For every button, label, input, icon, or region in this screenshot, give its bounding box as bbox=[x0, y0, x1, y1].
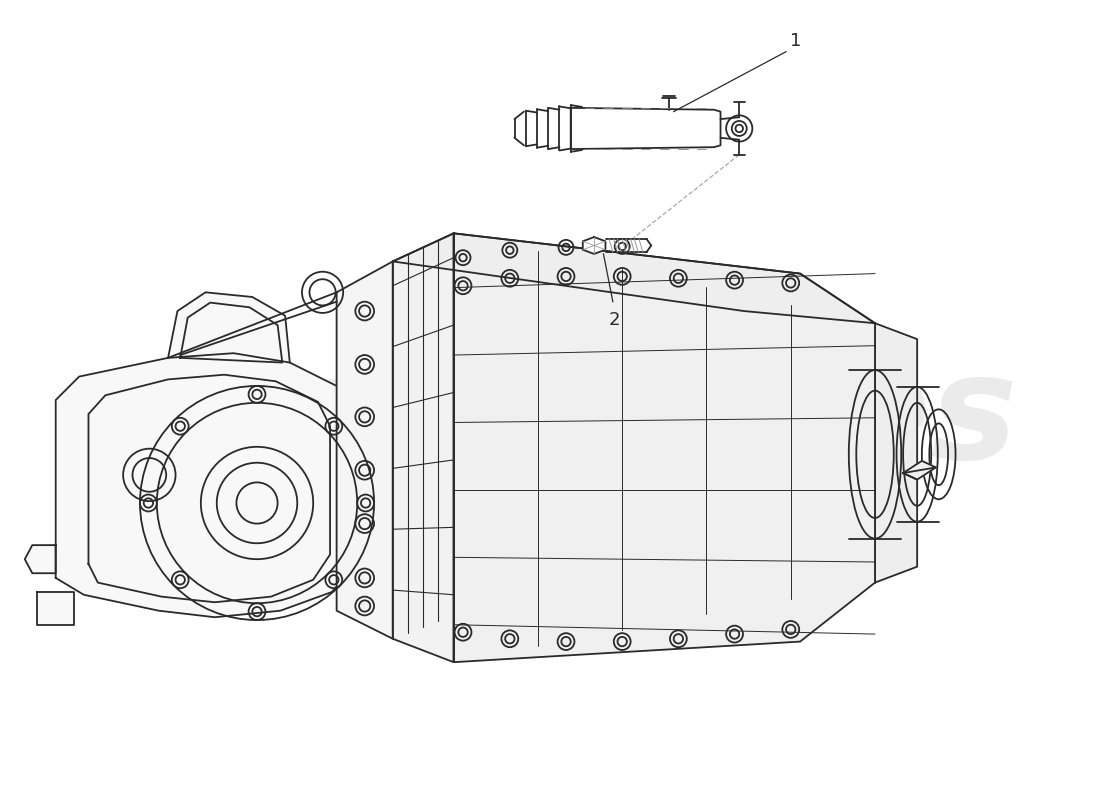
Text: 2: 2 bbox=[609, 311, 620, 329]
Polygon shape bbox=[337, 262, 393, 638]
Polygon shape bbox=[25, 545, 56, 574]
Circle shape bbox=[736, 125, 743, 132]
Polygon shape bbox=[453, 234, 874, 662]
Polygon shape bbox=[56, 353, 355, 618]
Text: a passion for parts since 1985: a passion for parts since 1985 bbox=[276, 468, 781, 501]
Polygon shape bbox=[571, 108, 720, 149]
Polygon shape bbox=[37, 592, 75, 625]
Text: 1: 1 bbox=[790, 32, 801, 50]
Text: eurospares: eurospares bbox=[96, 348, 1018, 490]
Polygon shape bbox=[168, 292, 289, 362]
Polygon shape bbox=[903, 461, 936, 479]
Polygon shape bbox=[874, 323, 917, 582]
Polygon shape bbox=[583, 237, 605, 254]
Polygon shape bbox=[393, 234, 453, 662]
Polygon shape bbox=[393, 234, 874, 323]
